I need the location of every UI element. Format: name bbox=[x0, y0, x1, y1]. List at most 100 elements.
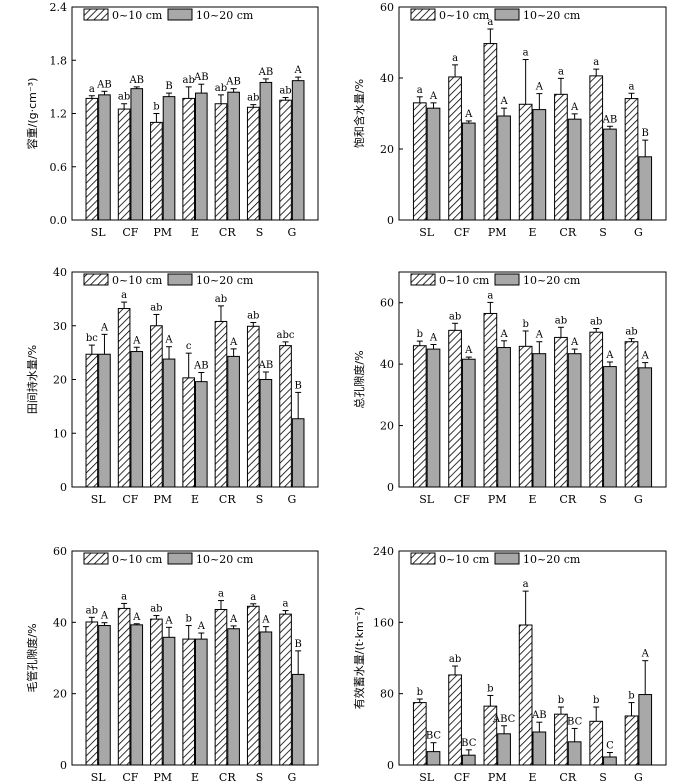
bar-0-10cm bbox=[624, 715, 639, 766]
bar-10-20cm bbox=[461, 358, 476, 488]
legend-swatch-hatched bbox=[410, 273, 436, 286]
bar-10-20cm bbox=[567, 741, 582, 766]
bar-10-20cm bbox=[130, 88, 144, 221]
significance-label: a bbox=[487, 17, 493, 28]
significance-label: A bbox=[535, 82, 544, 93]
bar-10-20cm bbox=[227, 628, 240, 766]
significance-label: a bbox=[250, 592, 256, 603]
category-label: E bbox=[191, 226, 199, 239]
significance-label: C bbox=[606, 741, 614, 752]
category-label: PM bbox=[153, 493, 172, 506]
significance-label: A bbox=[164, 615, 173, 626]
significance-label: ab bbox=[215, 294, 227, 305]
y-tick-label: 10 bbox=[53, 427, 67, 440]
category-label: SL bbox=[91, 226, 107, 239]
bar-10-20cm bbox=[567, 118, 582, 221]
y-tick-label: 60 bbox=[380, 1, 394, 14]
category-label: SL bbox=[419, 771, 435, 782]
legend-swatch-hatched bbox=[83, 8, 109, 21]
significance-label: ab bbox=[118, 92, 130, 103]
bar-0-10cm bbox=[279, 345, 292, 488]
legend-label-10-20cm: 10~20 cm bbox=[523, 274, 581, 287]
y-tick-label: 40 bbox=[53, 616, 67, 629]
category-label: SL bbox=[419, 226, 435, 239]
y-tick-label: 0 bbox=[60, 759, 67, 772]
bar-0-10cm bbox=[554, 713, 568, 766]
bar-10-20cm bbox=[426, 751, 441, 766]
bar-10-20cm bbox=[638, 367, 653, 488]
bar-0-10cm bbox=[412, 102, 427, 221]
significance-label: A bbox=[164, 335, 173, 346]
chart-panels: 0.0 0.6 1.2 1.8 2.4 容重/(g·cm⁻³) 0~10 cm 10~20 c… bbox=[25, 1, 667, 782]
bar-0-10cm bbox=[554, 336, 568, 488]
significance-label: A bbox=[464, 109, 473, 120]
significance-label: BC bbox=[461, 738, 477, 749]
significance-label: a bbox=[218, 589, 224, 600]
legend-label-0-10cm: 0~10 cm bbox=[112, 553, 163, 566]
significance-label: ab bbox=[150, 604, 162, 615]
legend-swatch-hatched bbox=[410, 552, 436, 565]
significance-label: ab bbox=[590, 317, 602, 328]
significance-label: A bbox=[229, 337, 238, 348]
significance-label: A bbox=[641, 351, 650, 362]
bar-0-10cm bbox=[214, 608, 228, 766]
bar-0-10cm bbox=[246, 106, 260, 221]
bar-10-20cm bbox=[497, 115, 511, 221]
category-label: G bbox=[634, 771, 643, 782]
significance-label: B bbox=[294, 639, 301, 650]
y-tick-label: 20 bbox=[53, 688, 67, 701]
bar-0-10cm bbox=[589, 331, 604, 488]
significance-label: AB bbox=[193, 72, 209, 83]
y-tick-label: 0.0 bbox=[50, 214, 68, 227]
bar-0-10cm bbox=[85, 621, 99, 766]
bar-10-20cm bbox=[497, 733, 511, 766]
significance-label: b bbox=[417, 329, 423, 340]
legend-label-0-10cm: 0~10 cm bbox=[112, 9, 163, 22]
significance-label: ab bbox=[247, 311, 259, 322]
bar-10-20cm bbox=[291, 80, 305, 221]
significance-label: a bbox=[523, 48, 529, 59]
significance-label: A bbox=[294, 65, 303, 76]
significance-label: AB bbox=[531, 710, 547, 721]
category-label: PM bbox=[153, 771, 172, 782]
significance-label: A bbox=[229, 614, 238, 625]
category-label: E bbox=[528, 493, 536, 506]
bar-10-20cm bbox=[603, 756, 617, 766]
bar-10-20cm bbox=[98, 625, 111, 766]
bar-10-20cm bbox=[162, 636, 176, 766]
bar-10-20cm bbox=[227, 91, 240, 221]
bar-10-20cm bbox=[532, 731, 547, 766]
bar-10-20cm bbox=[461, 122, 476, 221]
bar-10-20cm bbox=[130, 624, 144, 766]
significance-label: A bbox=[464, 345, 473, 356]
legend-label-0-10cm: 0~10 cm bbox=[112, 274, 163, 287]
category-label: S bbox=[599, 226, 607, 239]
significance-label: a bbox=[558, 66, 564, 77]
y-tick-label: 1.2 bbox=[50, 108, 68, 121]
significance-label: ab bbox=[247, 93, 259, 104]
significance-label: b bbox=[153, 102, 159, 113]
bar-10-20cm bbox=[567, 353, 582, 488]
significance-label: A bbox=[197, 621, 206, 632]
category-label: E bbox=[528, 771, 536, 782]
y-tick-label: 60 bbox=[380, 297, 394, 310]
bar-0-10cm bbox=[624, 98, 639, 221]
bar-10-20cm bbox=[532, 109, 547, 221]
significance-label: a bbox=[283, 599, 289, 610]
bar-0-10cm bbox=[214, 103, 228, 221]
y-tick-label: 0 bbox=[387, 759, 394, 772]
category-label: CF bbox=[122, 226, 138, 239]
y-tick-label: 20 bbox=[380, 420, 394, 433]
significance-label: ab bbox=[449, 654, 461, 665]
significance-label: A bbox=[605, 350, 614, 361]
significance-label: ab bbox=[625, 327, 637, 338]
bar-10-20cm bbox=[603, 366, 617, 488]
y-axis-label: 田间持水量/% bbox=[25, 345, 39, 414]
bar-0-10cm bbox=[150, 121, 163, 221]
significance-label: b bbox=[628, 691, 634, 702]
bar-0-10cm bbox=[483, 43, 498, 221]
category-label: S bbox=[256, 771, 264, 782]
category-label: CR bbox=[219, 771, 236, 782]
